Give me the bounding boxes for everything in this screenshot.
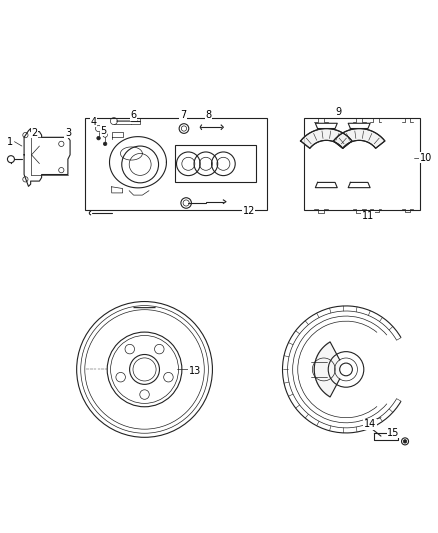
Text: 8: 8: [205, 110, 212, 120]
Text: 5: 5: [100, 126, 106, 136]
Text: 15: 15: [387, 428, 399, 438]
Text: 10: 10: [420, 153, 432, 163]
Text: 2: 2: [31, 128, 37, 138]
Polygon shape: [300, 128, 352, 148]
Text: 1: 1: [7, 136, 13, 147]
Text: 14: 14: [364, 419, 376, 429]
Circle shape: [403, 440, 407, 443]
Circle shape: [7, 156, 14, 163]
Text: 7: 7: [180, 110, 186, 120]
Text: 4: 4: [90, 117, 96, 126]
Text: 11: 11: [362, 211, 374, 221]
Text: 13: 13: [189, 366, 201, 376]
Circle shape: [103, 142, 107, 146]
Polygon shape: [314, 342, 340, 397]
Polygon shape: [333, 128, 385, 148]
Circle shape: [97, 136, 100, 140]
Text: 9: 9: [335, 107, 341, 117]
Bar: [175, 145, 256, 182]
Bar: [85, 118, 267, 209]
Text: 12: 12: [243, 206, 255, 216]
Text: 6: 6: [131, 110, 137, 120]
Text: 3: 3: [65, 128, 71, 138]
Bar: [304, 118, 420, 209]
